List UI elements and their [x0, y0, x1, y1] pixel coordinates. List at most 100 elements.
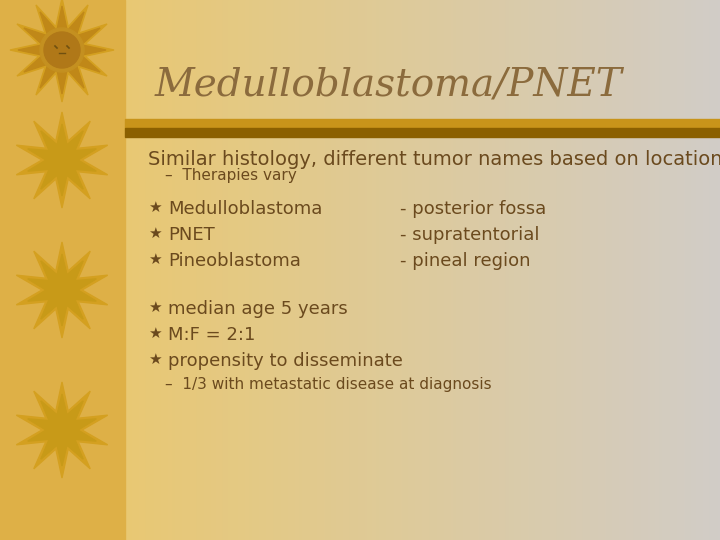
Bar: [166, 0, 169, 540]
Bar: [106, 0, 109, 540]
Bar: [396, 0, 400, 540]
Bar: [547, 0, 551, 540]
Bar: [351, 0, 354, 540]
Bar: [562, 0, 565, 540]
Bar: [434, 0, 438, 540]
Bar: [245, 0, 248, 540]
Bar: [516, 0, 519, 540]
Bar: [398, 0, 402, 540]
Bar: [197, 0, 200, 540]
Bar: [588, 0, 591, 540]
Bar: [391, 0, 395, 540]
Bar: [96, 0, 99, 540]
Bar: [180, 0, 184, 540]
Polygon shape: [17, 242, 108, 338]
Bar: [43, 0, 47, 540]
Bar: [307, 0, 310, 540]
Text: PNET: PNET: [168, 226, 215, 244]
Bar: [711, 0, 714, 540]
Bar: [449, 0, 452, 540]
Bar: [178, 0, 181, 540]
Bar: [127, 0, 130, 540]
Bar: [50, 0, 54, 540]
Bar: [257, 0, 260, 540]
Bar: [495, 0, 498, 540]
Bar: [19, 0, 22, 540]
Bar: [441, 0, 445, 540]
Bar: [214, 0, 217, 540]
Bar: [27, 0, 30, 540]
Bar: [84, 0, 87, 540]
Bar: [600, 0, 603, 540]
Bar: [369, 0, 373, 540]
Bar: [427, 0, 431, 540]
Bar: [405, 0, 409, 540]
Bar: [67, 0, 71, 540]
Bar: [153, 0, 157, 540]
Bar: [329, 0, 332, 540]
Bar: [324, 0, 328, 540]
Bar: [41, 0, 44, 540]
Bar: [137, 0, 140, 540]
Bar: [171, 0, 174, 540]
Bar: [466, 0, 469, 540]
Bar: [216, 0, 220, 540]
Bar: [72, 0, 76, 540]
Bar: [698, 0, 702, 540]
Bar: [38, 0, 42, 540]
Bar: [259, 0, 263, 540]
Bar: [518, 0, 522, 540]
Bar: [456, 0, 459, 540]
Bar: [511, 0, 515, 540]
Text: M:F = 2:1: M:F = 2:1: [168, 326, 256, 344]
Bar: [598, 0, 601, 540]
Bar: [91, 0, 94, 540]
Bar: [499, 0, 503, 540]
Bar: [643, 0, 647, 540]
Bar: [305, 0, 308, 540]
Bar: [343, 0, 346, 540]
Bar: [261, 0, 265, 540]
Bar: [233, 0, 236, 540]
Bar: [675, 0, 678, 540]
Bar: [221, 0, 224, 540]
Bar: [252, 0, 256, 540]
Bar: [624, 0, 627, 540]
Bar: [293, 0, 296, 540]
Bar: [295, 0, 299, 540]
Bar: [468, 0, 472, 540]
Bar: [274, 0, 277, 540]
Bar: [279, 0, 282, 540]
Bar: [605, 0, 608, 540]
Bar: [300, 0, 303, 540]
Text: ★: ★: [148, 252, 161, 267]
Bar: [706, 0, 709, 540]
Bar: [715, 0, 719, 540]
Bar: [185, 0, 188, 540]
Bar: [276, 0, 279, 540]
Bar: [480, 0, 483, 540]
Bar: [394, 0, 397, 540]
Bar: [554, 0, 558, 540]
Bar: [173, 0, 176, 540]
Bar: [117, 0, 121, 540]
Bar: [461, 0, 464, 540]
Bar: [238, 0, 241, 540]
Bar: [243, 0, 246, 540]
Bar: [485, 0, 488, 540]
Text: Medulloblastoma/PNET: Medulloblastoma/PNET: [155, 66, 623, 104]
Bar: [571, 0, 575, 540]
Bar: [77, 0, 80, 540]
Bar: [14, 0, 18, 540]
Bar: [387, 0, 390, 540]
Text: Similar histology, different tumor names based on location.: Similar histology, different tumor names…: [148, 150, 720, 169]
Bar: [696, 0, 699, 540]
Bar: [132, 0, 135, 540]
Bar: [684, 0, 688, 540]
Bar: [583, 0, 587, 540]
Text: Pineoblastoma: Pineoblastoma: [168, 252, 301, 270]
Bar: [585, 0, 589, 540]
Bar: [36, 0, 40, 540]
Bar: [115, 0, 119, 540]
Bar: [650, 0, 654, 540]
